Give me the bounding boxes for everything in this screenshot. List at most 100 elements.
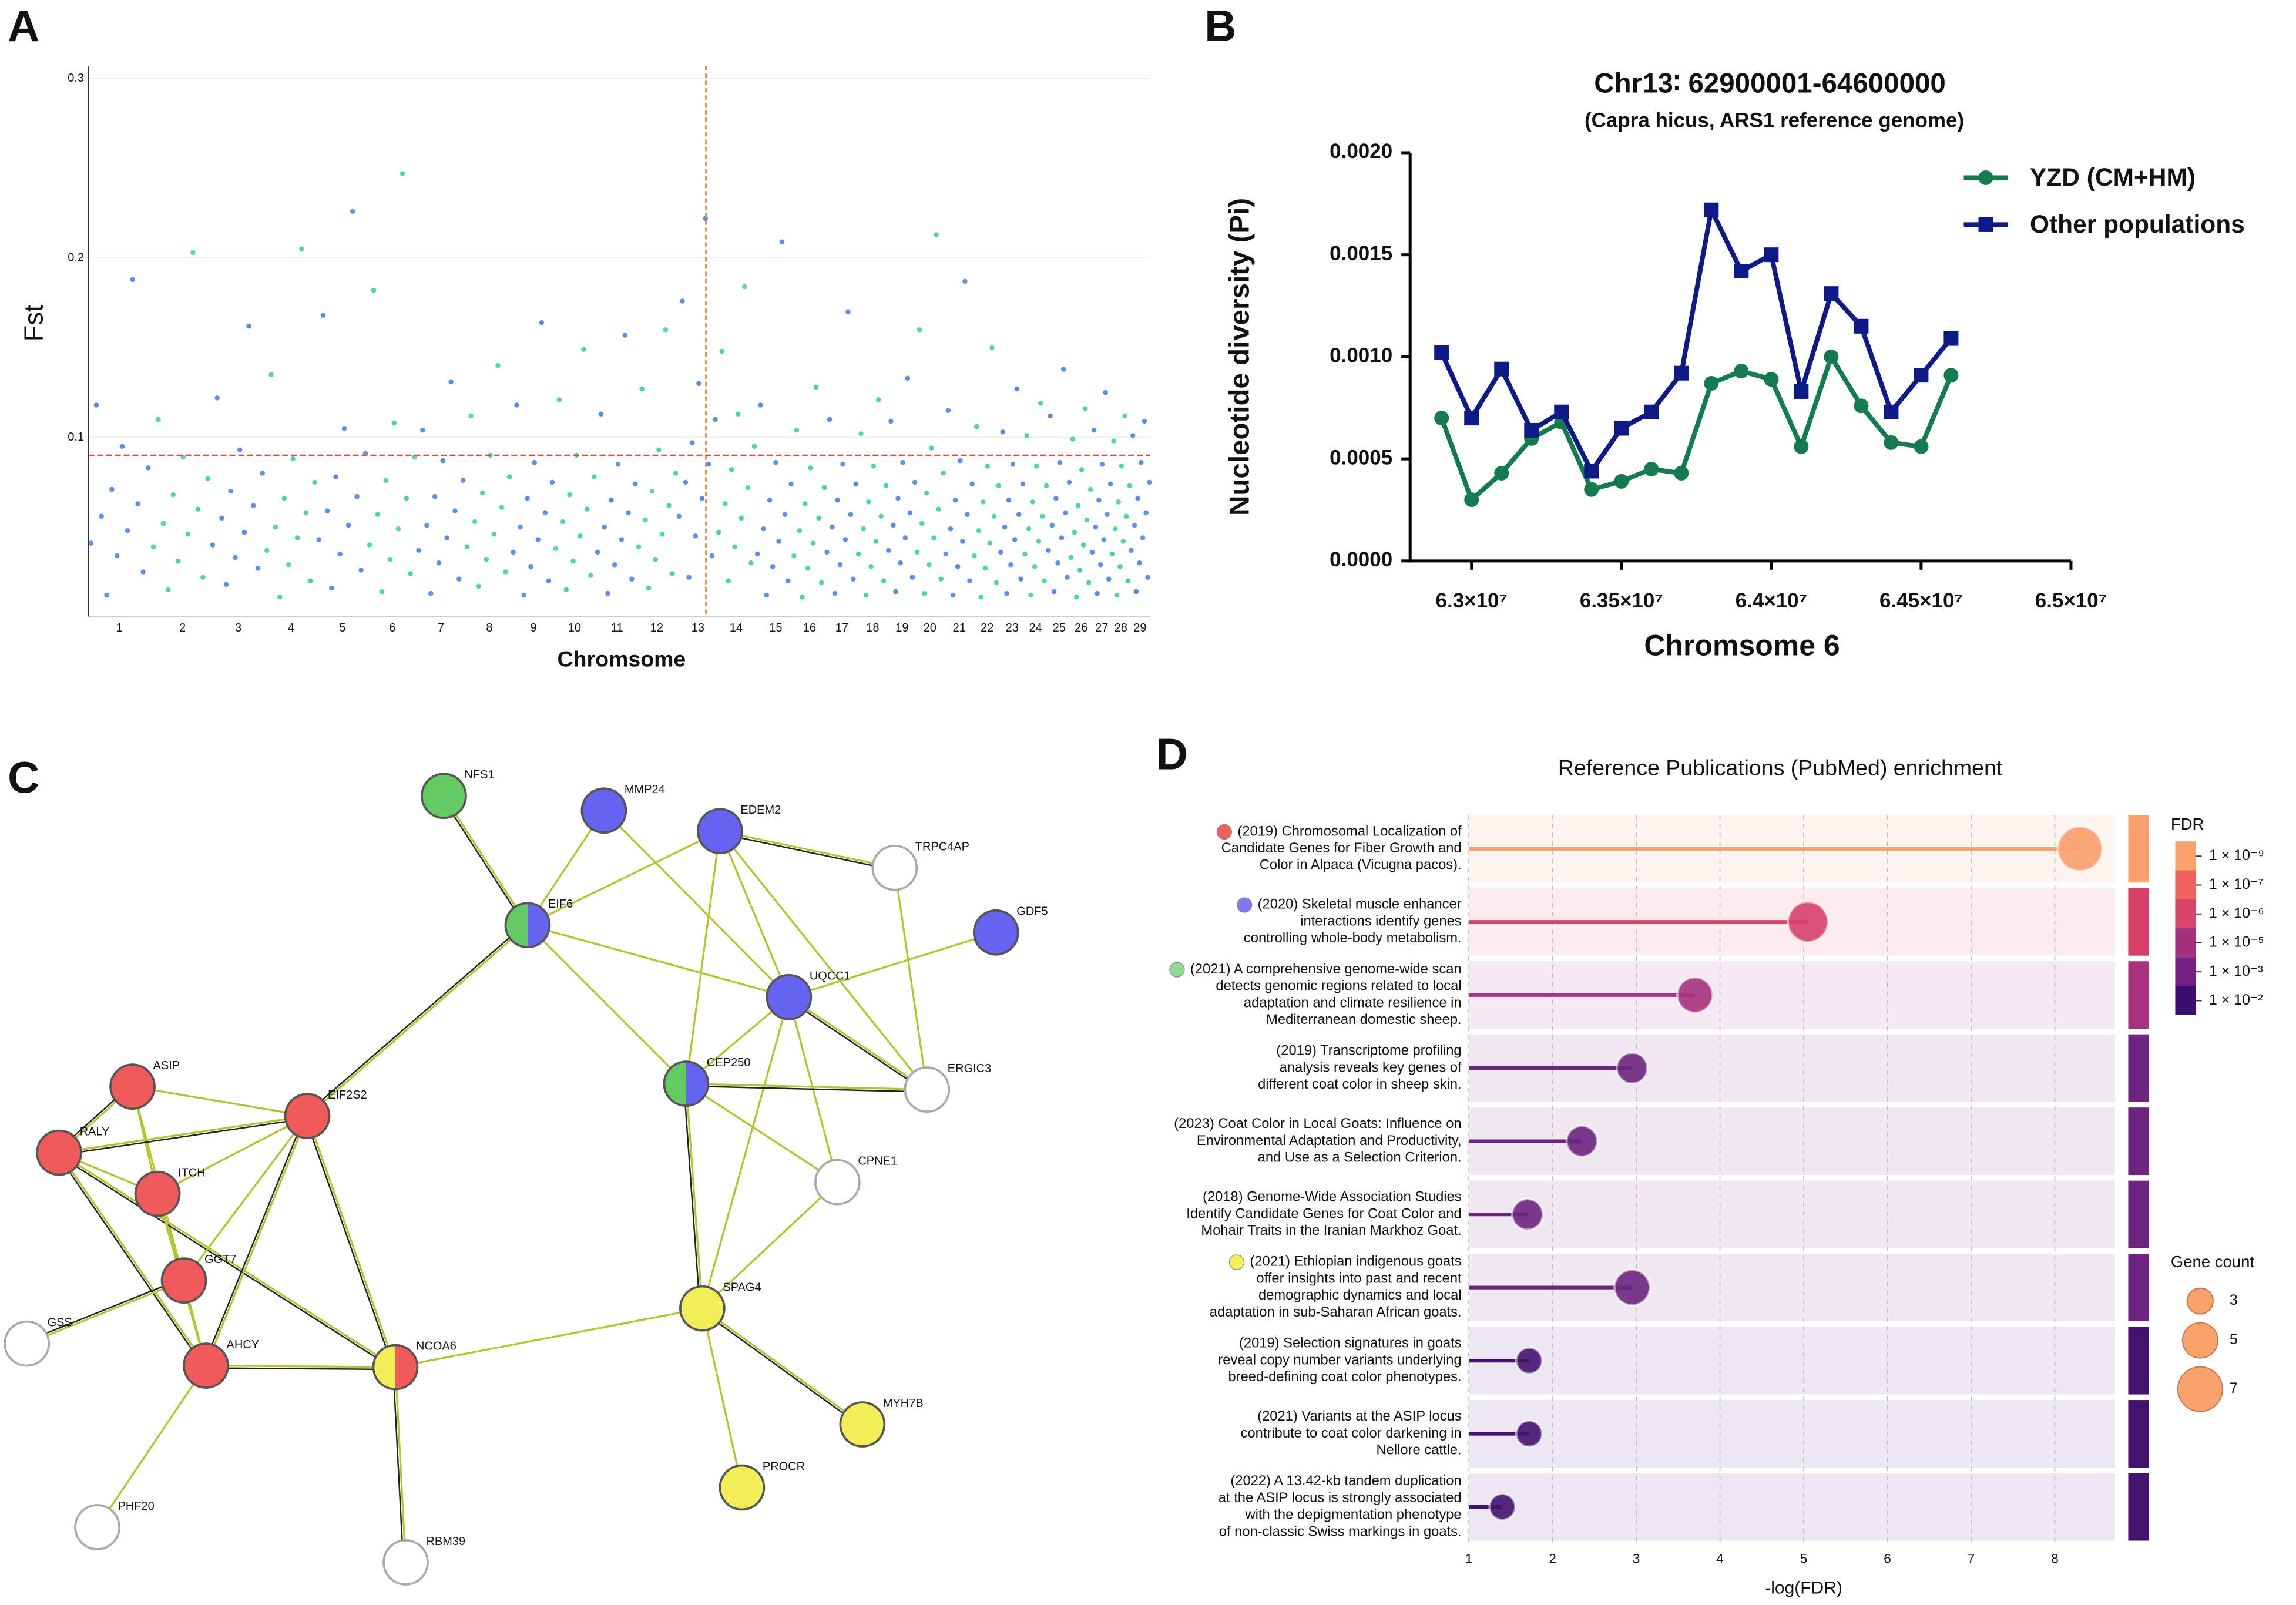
- x-tick-label: 17: [835, 622, 848, 634]
- point: [93, 402, 99, 408]
- edge: [392, 1367, 404, 1563]
- point: [130, 277, 136, 283]
- point: [1070, 436, 1076, 442]
- node-label: MYH7B: [883, 1397, 924, 1410]
- legend-swatch: [2175, 899, 2196, 928]
- marker: [1794, 384, 1809, 399]
- node: GDF5: [972, 905, 1048, 956]
- category-marker: [1228, 1254, 1245, 1270]
- legend-label: 1 × 10⁻⁹: [2209, 847, 2264, 864]
- legend-label: 7: [2230, 1380, 2238, 1396]
- edge: [183, 1115, 308, 1281]
- point: [598, 411, 604, 417]
- point: [456, 576, 462, 582]
- point: [391, 420, 397, 426]
- point: [982, 566, 988, 571]
- point: [842, 537, 848, 542]
- point: [1006, 498, 1012, 503]
- point: [1107, 481, 1113, 487]
- node-circle: [972, 909, 1019, 956]
- point: [978, 594, 983, 600]
- point: [400, 171, 405, 176]
- point: [886, 548, 891, 553]
- point: [1002, 524, 1008, 530]
- point: [1142, 418, 1147, 424]
- point: [950, 592, 956, 598]
- panel-label: C: [8, 753, 39, 802]
- point: [125, 528, 130, 533]
- point: [1127, 483, 1132, 489]
- legend-label: 3: [2230, 1292, 2238, 1308]
- point: [1053, 496, 1059, 501]
- point: [448, 379, 454, 385]
- point: [1066, 479, 1072, 485]
- node-circle: [36, 1129, 82, 1176]
- node: MYH7B: [839, 1397, 924, 1448]
- point: [646, 585, 652, 591]
- node-label: ITCH: [178, 1166, 206, 1179]
- point: [840, 462, 845, 467]
- legend-label: 1 × 10⁻⁵: [2209, 934, 2264, 951]
- dot: [1616, 1052, 1649, 1085]
- row-color-strip: [2128, 1107, 2149, 1176]
- point: [1084, 517, 1090, 523]
- edge: [58, 1152, 207, 1366]
- marker: [1704, 376, 1719, 391]
- point: [1106, 576, 1112, 582]
- point: [779, 239, 785, 244]
- category-label: (2019) Selection signatures in goats: [1239, 1336, 1462, 1351]
- point: [709, 553, 715, 559]
- point: [989, 345, 995, 351]
- point: [663, 327, 669, 333]
- point: [404, 496, 409, 501]
- point: [1020, 481, 1026, 487]
- point: [1038, 401, 1043, 406]
- point: [595, 549, 600, 555]
- marker: [1884, 404, 1899, 419]
- point: [1109, 551, 1115, 557]
- x-tick-label: 2: [179, 622, 186, 634]
- edge: [720, 830, 895, 869]
- node-circle: [679, 1285, 726, 1332]
- legend-label: 5: [2230, 1331, 2238, 1348]
- edge: [683, 1083, 701, 1309]
- x-tick-label: 6.35×10⁷: [1580, 589, 1663, 612]
- marker: [1854, 398, 1869, 414]
- point: [1000, 429, 1005, 435]
- node-circle: [839, 1401, 886, 1448]
- node-circle: [766, 973, 813, 1020]
- point: [294, 535, 300, 540]
- edge: [719, 831, 790, 998]
- node: EDEM2: [697, 804, 781, 855]
- node-circle: [580, 787, 627, 834]
- point: [1010, 462, 1016, 467]
- row-color-strip: [2128, 961, 2149, 1029]
- point: [813, 384, 819, 390]
- node: CPNE1: [814, 1154, 897, 1206]
- edge: [894, 867, 928, 1090]
- point: [444, 535, 450, 540]
- point: [1032, 564, 1038, 569]
- point: [1018, 576, 1023, 582]
- category-label: (2022) A 13.42-kb tandem duplication: [1230, 1473, 1461, 1489]
- category-label: with the depigmentation phenotype: [1244, 1507, 1461, 1523]
- edge: [685, 831, 721, 1084]
- point: [535, 537, 541, 542]
- category-label: at the ASIP locus is strongly associated: [1219, 1490, 1462, 1506]
- edge: [686, 1085, 927, 1093]
- edge: [788, 996, 928, 1091]
- category-marker: [1169, 962, 1185, 978]
- x-tick-label: 6.45×10⁷: [1879, 589, 1963, 612]
- point: [1051, 589, 1057, 595]
- node-half: [686, 1062, 709, 1106]
- point: [632, 481, 638, 487]
- point: [851, 576, 856, 582]
- point: [893, 589, 898, 595]
- point: [379, 589, 385, 595]
- point: [428, 590, 434, 596]
- marker: [1614, 421, 1629, 436]
- node: ERGIC3: [904, 1062, 991, 1113]
- point: [532, 459, 537, 465]
- point: [228, 488, 233, 494]
